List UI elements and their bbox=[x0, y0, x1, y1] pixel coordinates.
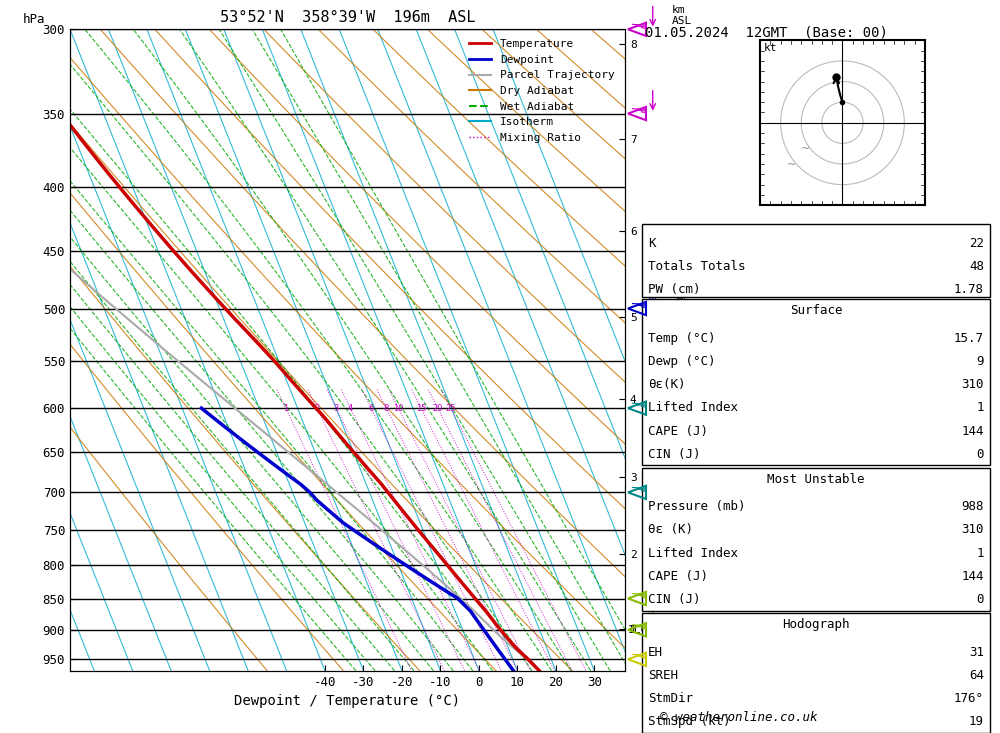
Text: 0: 0 bbox=[976, 448, 984, 460]
Text: 22: 22 bbox=[969, 237, 984, 250]
Text: 10: 10 bbox=[393, 404, 404, 413]
Text: θε (K): θε (K) bbox=[648, 523, 693, 537]
Text: 2: 2 bbox=[314, 404, 320, 413]
Text: 310: 310 bbox=[962, 523, 984, 537]
Text: 988: 988 bbox=[962, 501, 984, 513]
X-axis label: Dewpoint / Temperature (°C): Dewpoint / Temperature (°C) bbox=[234, 694, 461, 708]
Text: 48: 48 bbox=[969, 259, 984, 273]
Text: 15.7: 15.7 bbox=[954, 332, 984, 345]
Title: 53°52'N  358°39'W  196m  ASL: 53°52'N 358°39'W 196m ASL bbox=[220, 10, 475, 26]
Text: 1: 1 bbox=[283, 404, 288, 413]
Text: StmDir: StmDir bbox=[648, 692, 693, 704]
Text: 8: 8 bbox=[384, 404, 389, 413]
Text: 1.78: 1.78 bbox=[954, 283, 984, 296]
Text: 6: 6 bbox=[368, 404, 374, 413]
Text: 310: 310 bbox=[962, 378, 984, 391]
Legend: Temperature, Dewpoint, Parcel Trajectory, Dry Adiabat, Wet Adiabat, Isotherm, Mi: Temperature, Dewpoint, Parcel Trajectory… bbox=[465, 35, 619, 147]
Text: PW (cm): PW (cm) bbox=[648, 283, 700, 296]
Text: Most Unstable: Most Unstable bbox=[767, 473, 865, 486]
Text: Pressure (mb): Pressure (mb) bbox=[648, 501, 746, 513]
Text: SREH: SREH bbox=[648, 668, 678, 682]
Text: 20: 20 bbox=[432, 404, 443, 413]
Text: 31: 31 bbox=[969, 646, 984, 658]
Y-axis label: Mixing Ratio (g/kg): Mixing Ratio (g/kg) bbox=[676, 286, 686, 414]
Text: 15: 15 bbox=[416, 404, 426, 413]
Text: EH: EH bbox=[648, 646, 663, 658]
Text: CIN (J): CIN (J) bbox=[648, 593, 700, 605]
Text: ~: ~ bbox=[801, 144, 811, 154]
Text: 01.05.2024  12GMT  (Base: 00): 01.05.2024 12GMT (Base: 00) bbox=[645, 26, 888, 40]
Text: 0: 0 bbox=[976, 593, 984, 605]
Text: 25: 25 bbox=[446, 404, 456, 413]
Text: 144: 144 bbox=[962, 570, 984, 583]
Text: 1: 1 bbox=[976, 402, 984, 414]
Text: 1: 1 bbox=[976, 547, 984, 559]
Text: 64: 64 bbox=[969, 668, 984, 682]
Text: K: K bbox=[648, 237, 656, 250]
Text: Temp (°C): Temp (°C) bbox=[648, 332, 716, 345]
Text: CIN (J): CIN (J) bbox=[648, 448, 700, 460]
Text: θε(K): θε(K) bbox=[648, 378, 686, 391]
Text: 144: 144 bbox=[962, 424, 984, 438]
Text: Totals Totals: Totals Totals bbox=[648, 259, 746, 273]
Text: Lifted Index: Lifted Index bbox=[648, 402, 738, 414]
Text: hPa: hPa bbox=[23, 13, 45, 26]
Text: 176°: 176° bbox=[954, 692, 984, 704]
Text: 1LCL: 1LCL bbox=[628, 625, 655, 635]
Text: 4: 4 bbox=[348, 404, 353, 413]
Text: Hodograph: Hodograph bbox=[782, 618, 850, 631]
Text: Dewp (°C): Dewp (°C) bbox=[648, 356, 716, 368]
Text: CAPE (J): CAPE (J) bbox=[648, 424, 708, 438]
Text: kt: kt bbox=[764, 43, 778, 53]
Text: CAPE (J): CAPE (J) bbox=[648, 570, 708, 583]
Text: © weatheronline.co.uk: © weatheronline.co.uk bbox=[660, 711, 818, 724]
Text: StmSpd (kt): StmSpd (kt) bbox=[648, 715, 730, 728]
Text: 19: 19 bbox=[969, 715, 984, 728]
Text: 3: 3 bbox=[334, 404, 339, 413]
Text: km
ASL: km ASL bbox=[672, 4, 692, 26]
Text: Lifted Index: Lifted Index bbox=[648, 547, 738, 559]
Text: ~: ~ bbox=[787, 160, 796, 170]
Text: Surface: Surface bbox=[790, 304, 842, 317]
Text: 9: 9 bbox=[976, 356, 984, 368]
